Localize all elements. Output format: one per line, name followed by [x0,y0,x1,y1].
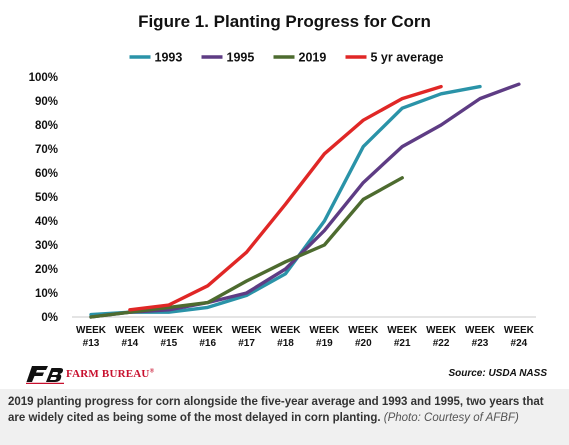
farm-bureau-mark-icon [26,366,64,384]
y-tick-label: 70% [35,144,58,156]
x-tick-label: #22 [433,338,450,349]
legend-label: 5 yr average [371,51,444,65]
y-tick-label: 10% [35,288,58,300]
chart-title: Figure 1. Planting Progress for Corn [138,12,431,31]
x-tick-label: #20 [355,338,372,349]
x-tick-label: WEEK [193,325,224,336]
y-tick-label: 40% [35,216,58,228]
x-tick-label: #14 [122,338,139,349]
farm-bureau-wordmark: FARM BUREAU® [66,368,155,380]
x-tick-label: #15 [160,338,177,349]
x-tick-label: #19 [316,338,333,349]
y-tick-label: 80% [35,120,58,132]
chart-figure: Figure 1. Planting Progress for Corn 0% 1… [26,12,547,386]
x-tick-label: WEEK [348,325,379,336]
x-tick-label: WEEK [387,325,418,336]
x-tick-label: WEEK [154,325,185,336]
y-tick-label: 20% [35,264,58,276]
legend-label: 1993 [155,51,183,65]
x-tick-label: #16 [199,338,216,349]
x-tick-label: WEEK [504,325,535,336]
y-tick-label: 0% [41,312,58,324]
x-tick-label: WEEK [76,325,107,336]
y-tick-label: 100% [29,72,58,84]
series-line-1993 [89,84,482,317]
x-tick-label: WEEK [115,325,146,336]
x-tick-label: WEEK [232,325,263,336]
x-tick-label: WEEK [271,325,302,336]
x-tick-label: #21 [394,338,411,349]
chart-plot: 0% 10% 20% 30% 40% 50% 60% 70% 80% 90% 100% WEEK #13… [29,51,536,349]
legend-label: 2019 [299,51,327,65]
x-tick-label: WEEK [426,325,457,336]
x-tick-label: #24 [511,338,528,349]
farm-bureau-logo: FARM BUREAU® [26,362,154,386]
x-tick-label: WEEK [465,325,496,336]
series-line-2019 [89,176,404,319]
x-tick-label: #18 [277,338,294,349]
series-line-5-yr-average [128,84,443,312]
legend-label: 1995 [227,51,255,65]
x-tick-label: #17 [238,338,255,349]
series-line-1995 [89,82,521,319]
caption-credit: (Photo: Courtesy of AFBF) [383,412,519,424]
y-tick-label: 30% [35,240,58,252]
x-tick-label: #13 [83,338,100,349]
y-tick-label: 50% [35,192,58,204]
y-tick-label: 90% [35,96,58,108]
caption-text: 2019 planting progress for corn alongsid… [8,396,544,424]
x-tick-label: WEEK [309,325,340,336]
y-tick-label: 60% [35,168,58,180]
x-tick-label: #23 [472,338,489,349]
source-note: Source: USDA NASS [448,368,547,379]
photo-caption: 2019 planting progress for corn alongsid… [0,389,569,445]
